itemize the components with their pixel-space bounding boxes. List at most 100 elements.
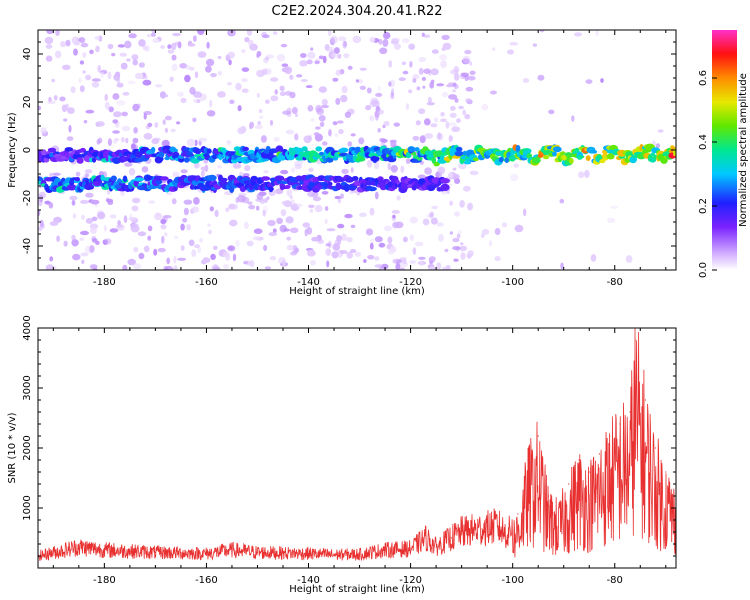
spectrogram-noise-blob: [70, 86, 76, 94]
spectrogram-lower-band-cell: [351, 176, 359, 181]
spectrogram-upper-band-cell: [515, 145, 521, 153]
spectrogram-upper-band-cell: [454, 150, 464, 157]
spectrogram-upper-band-cell: [275, 145, 284, 153]
spectrogram-noise-blob: [341, 233, 347, 241]
spectrogram-noise-blob: [610, 205, 619, 209]
spectrogram-noise-blob: [380, 138, 388, 143]
spectrogram-noise-blob: [258, 109, 263, 114]
spectrogram-noise-blob: [151, 32, 156, 37]
spectrogram-noise-blob: [382, 124, 386, 129]
spectrogram-noise-blob: [103, 225, 107, 232]
spectrogram-noise-blob: [382, 38, 389, 47]
spectrogram-upper-band-cell: [173, 148, 179, 153]
spectrogram-noise-blob: [107, 138, 112, 147]
spectrogram-lower-band-cell: [74, 177, 81, 182]
colorbar-tick-label: 0.2: [698, 198, 709, 214]
spectrogram-noise-blob: [307, 105, 314, 112]
spectrogram-noise-blob: [95, 121, 105, 127]
spectrogram-noise-blob: [369, 101, 379, 108]
spectrogram-noise-blob: [369, 242, 374, 250]
spectrogram-noise-blob: [186, 138, 196, 147]
colorbar-tick-label: 0.0: [698, 262, 709, 278]
spectrogram-upper-band-cell: [590, 150, 598, 154]
spectrogram-noise-blob: [38, 191, 47, 199]
spectrogram-noise-blob: [194, 139, 198, 146]
spectrogram-noise-blob: [466, 253, 473, 258]
spectrogram-lower-band-cell: [260, 176, 271, 181]
spectrogram-noise-blob: [318, 55, 324, 60]
spectrogram-upper-band-cell: [159, 156, 164, 162]
spectrogram-upper-band-cell: [150, 146, 156, 153]
spectrogram-noise-blob: [160, 45, 165, 49]
spectrogram-noise-blob: [375, 92, 383, 97]
spectrogram-noise-blob: [448, 82, 454, 86]
snr-data-point: [644, 399, 647, 401]
spectrogram-noise-blob: [306, 227, 313, 235]
spectrogram-noise-blob: [337, 120, 344, 124]
colorbar-ticks: 0.0 0.2 0.4 0.6: [698, 70, 717, 278]
spectrogram-noise-blob: [284, 66, 293, 75]
spectrogram-noise-blob: [440, 118, 447, 123]
y-tick-label: 0: [22, 147, 33, 153]
spectrogram-noise-blob: [363, 259, 367, 263]
spectrogram-noise-blob: [109, 214, 117, 219]
spectrogram-noise-blob: [429, 211, 435, 218]
x-tick-label: -100: [501, 575, 524, 586]
spectrogram-noise-blob: [467, 202, 473, 211]
spectrogram-noise-blob: [49, 172, 53, 178]
spectrogram-noise-blob: [148, 200, 156, 204]
spectrogram-noise-blob: [294, 113, 299, 118]
spectrogram-noise-blob: [322, 141, 328, 146]
spectrogram-upper-band-cell: [318, 151, 325, 156]
spectrogram-noise-blob: [113, 111, 122, 118]
spectrogram-noise-blob: [335, 97, 341, 105]
spectrogram-upper-band-cell: [135, 151, 143, 159]
spectrogram-noise-blob: [456, 233, 461, 239]
spectrogram-noise-blob: [227, 81, 232, 86]
spectrogram-upper-band-cell: [206, 148, 212, 154]
spectrogram-noise-blob: [584, 169, 590, 178]
spectrogram-noise-blob: [409, 234, 414, 241]
spectrogram-noise-blob: [235, 82, 242, 91]
spectrogram-upper-band-cell: [76, 157, 84, 164]
spectrogram-noise-blob: [270, 77, 279, 82]
spectrogram-noise-blob: [374, 236, 383, 243]
spectrogram-noise-blob: [625, 255, 633, 263]
snr-data-point: [527, 459, 529, 461]
spectrogram-noise-blob: [83, 120, 88, 124]
spectrogram-noise-blob: [265, 99, 270, 104]
spectrogram-lower-band-cell: [219, 177, 228, 182]
spectrogram-noise-blob: [163, 232, 168, 237]
spectrogram-noise-blob: [453, 84, 459, 90]
spectrogram-noise-blob: [104, 238, 112, 245]
spectrogram-noise-blob: [590, 254, 597, 262]
spectrogram-noise-blob: [308, 167, 314, 172]
spectrogram-noise-blob: [82, 70, 86, 74]
spectrogram-noise-blob: [291, 106, 298, 115]
spectrogram-noise-blob: [79, 60, 84, 65]
spectrogram-noise-blob: [289, 195, 293, 200]
spectrogram-noise-blob: [436, 222, 444, 227]
spectrogram-noise-blob: [272, 31, 278, 35]
colorbar-tick-label: 0.6: [698, 70, 709, 86]
spectrogram-noise-blob: [128, 33, 137, 39]
spectrogram-noise-blob: [121, 111, 128, 117]
y-tick-label: 40: [22, 48, 33, 61]
spectrogram-lower-band-cell: [378, 176, 383, 184]
spectrogram-noise-blob: [232, 163, 242, 169]
spectrogram-noise-blob: [302, 222, 311, 228]
spectrogram-noise-blob: [442, 42, 452, 50]
spectrogram-noise-blob: [430, 79, 435, 84]
spectrogram-noise-blob: [340, 94, 348, 103]
spectrogram-noise-blob: [280, 43, 288, 48]
spectrogram-noise-blob: [285, 90, 292, 96]
spectrogram-noise-blob: [123, 215, 128, 224]
spectrogram-noise-blob: [162, 119, 166, 125]
spectrogram-upper-band-cell: [186, 151, 193, 157]
spectrogram-noise-blob: [449, 200, 453, 206]
y-tick-label: 4000: [22, 315, 33, 340]
spectrogram-noise-blob: [112, 138, 118, 144]
spectrogram-noise-blob: [137, 231, 147, 237]
spectrogram-upper-band-cell: [407, 146, 416, 153]
snr-data-point: [450, 537, 452, 539]
